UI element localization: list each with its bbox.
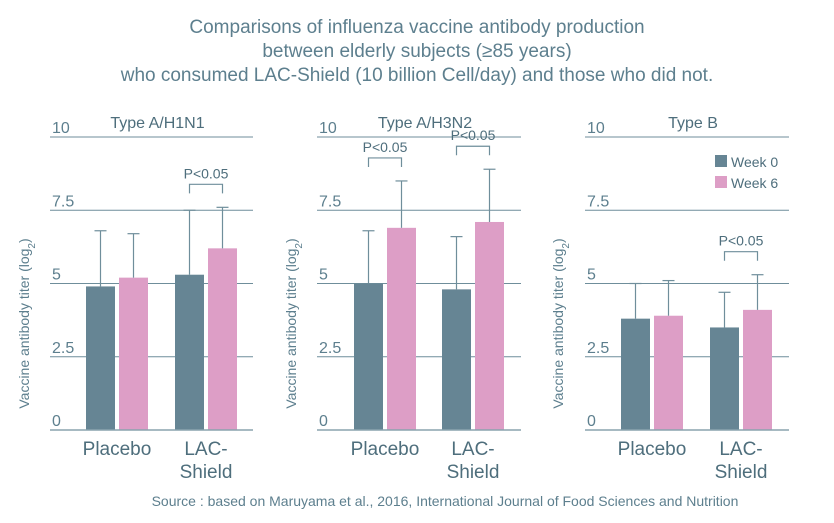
chart-panels: Type A/H1N1 0 2.5 5 7.5 10 Vaccine antibody ti… — [16, 115, 789, 483]
bar-week0 — [442, 289, 471, 430]
significance-label: P<0.05 — [184, 165, 229, 181]
x-category-label: LAC-Shield — [715, 439, 768, 483]
bar-week0 — [354, 283, 383, 430]
significance-bracket — [723, 251, 759, 261]
x-category-label: LAC-Shield — [447, 439, 500, 483]
panel-title: Type B — [668, 115, 718, 132]
bar-week6 — [119, 277, 148, 430]
y-tick-label: 7.5 — [587, 193, 609, 210]
bar-week6 — [208, 248, 237, 430]
bar-week0 — [86, 286, 115, 430]
x-category-label: Placebo — [83, 439, 152, 460]
bar-week6 — [475, 221, 504, 430]
bar-week0 — [175, 274, 204, 430]
y-tick-label: 5 — [587, 267, 596, 284]
legend-label: Week 6 — [731, 175, 778, 191]
legend-label: Week 0 — [731, 154, 778, 170]
y-axis-label: Vaccine antibody titer (log2) — [283, 238, 305, 408]
y-tick-label: 10 — [319, 120, 337, 137]
y-axis-label: Vaccine antibody titer (log2) — [16, 238, 38, 408]
chart-title-line-2: between elderly subjects (≥85 years) — [262, 41, 571, 62]
y-tick-label: 7.5 — [52, 193, 74, 210]
legend-swatch-week6 — [715, 176, 727, 188]
y-tick-label: 0 — [587, 413, 596, 430]
significance-label: P<0.05 — [719, 233, 764, 249]
x-category-label: Placebo — [618, 439, 687, 460]
y-tick-label: 5 — [52, 267, 61, 284]
significance-label: P<0.05 — [363, 139, 408, 155]
y-tick-label: 0 — [52, 413, 61, 430]
bar-week0 — [621, 318, 650, 430]
chart-panel-1: Type A/H1N1 0 2.5 5 7.5 10 Vaccine antibody ti… — [16, 115, 253, 483]
panel-title: Type A/H1N1 — [110, 115, 204, 132]
bar-week6 — [654, 315, 683, 430]
y-tick-label: 7.5 — [319, 193, 341, 210]
legend-swatch-week0 — [715, 155, 727, 167]
y-tick-label: 5 — [319, 267, 328, 284]
significance-label: P<0.05 — [451, 127, 496, 143]
bar-week6 — [387, 227, 416, 430]
significance-bracket — [455, 145, 491, 156]
y-tick-label: 2.5 — [587, 340, 609, 357]
y-tick-label: 2.5 — [52, 340, 74, 357]
x-category-label: LAC-Shield — [180, 439, 233, 483]
chart-title-line-3: who consumed LAC-Shield (10 billion Cell… — [120, 65, 714, 86]
significance-bracket — [367, 157, 403, 167]
y-tick-label: 10 — [587, 120, 605, 137]
panel-title: Type A/H3N2 — [378, 115, 472, 132]
chart-title-line-1: Comparisons of influenza vaccine antibod… — [189, 17, 644, 38]
y-tick-label: 2.5 — [319, 340, 341, 357]
y-tick-label: 10 — [52, 120, 70, 137]
chart-panel-2: Type A/H3N2 0 2.5 5 7.5 10 Vaccine antibody ti… — [283, 115, 521, 483]
bar-week6 — [743, 309, 772, 430]
chart-panel-3: Type B 0 2.5 5 7.5 10 Vaccine antibody titer (… — [550, 115, 789, 483]
y-axis-label: Vaccine antibody titer (log2) — [550, 238, 572, 408]
x-category-label: Placebo — [351, 439, 420, 460]
y-tick-label: 0 — [319, 413, 328, 430]
source-note: Source : based on Maruyama et al., 2016,… — [152, 493, 739, 509]
bar-week0 — [710, 327, 739, 430]
significance-bracket — [188, 183, 224, 194]
